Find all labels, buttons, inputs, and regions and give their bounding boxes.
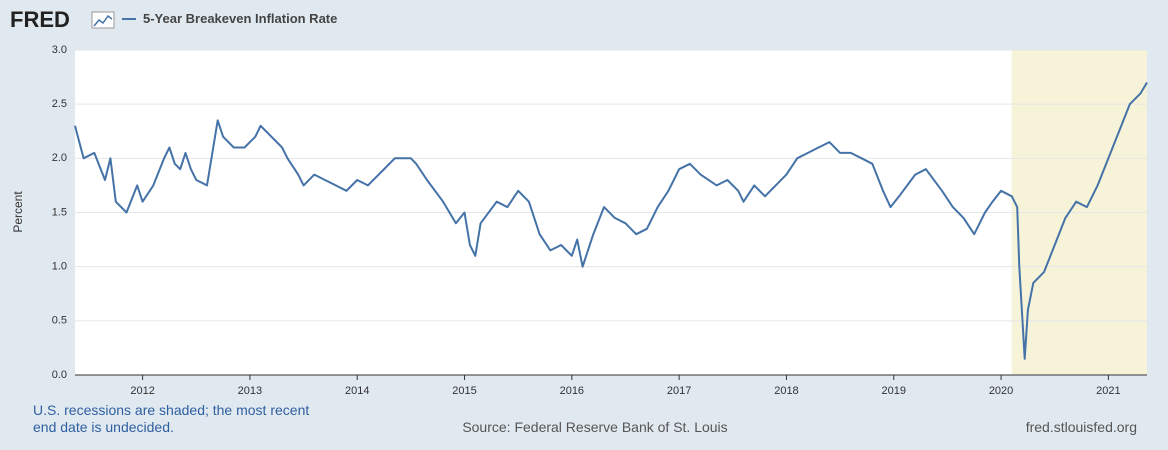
x-tick-label: 2019 <box>882 385 906 397</box>
legend-label: 5-Year Breakeven Inflation Rate <box>143 11 337 26</box>
y-tick-label: 1.5 <box>52 206 67 218</box>
line <box>74 81 1148 360</box>
x-tick-label: 2020 <box>989 385 1013 397</box>
x-tick-label: 2014 <box>345 385 369 397</box>
y-tick-label: 0.5 <box>52 315 67 327</box>
y-tick-label: 3.0 <box>52 44 67 56</box>
x-tick-label: 2021 <box>1096 385 1120 397</box>
recession-note: end date is undecided. <box>33 419 174 435</box>
source: Source: Federal Reserve Bank of St. Loui… <box>462 419 727 435</box>
x-tick-label: 2012 <box>130 385 154 397</box>
x-tick-label: 2013 <box>238 385 262 397</box>
y-tick-label: 2.5 <box>52 98 67 110</box>
y-tick-label: 2.0 <box>52 152 67 164</box>
logo: FRED <box>10 7 70 32</box>
y-axis-label: Percent <box>11 191 25 233</box>
recession-note: U.S. recessions are shaded; the most rec… <box>33 402 309 418</box>
site: fred.stlouisfed.org <box>1026 419 1137 435</box>
y-tick-label: 1.0 <box>52 261 67 273</box>
x-tick-label: 2018 <box>774 385 798 397</box>
logo-icon-line <box>93 14 113 27</box>
x-tick-label: 2015 <box>452 385 476 397</box>
x-tick-label: 2016 <box>560 385 584 397</box>
x-tick-label: 2017 <box>667 385 691 397</box>
y-tick-label: 0.0 <box>52 369 67 381</box>
